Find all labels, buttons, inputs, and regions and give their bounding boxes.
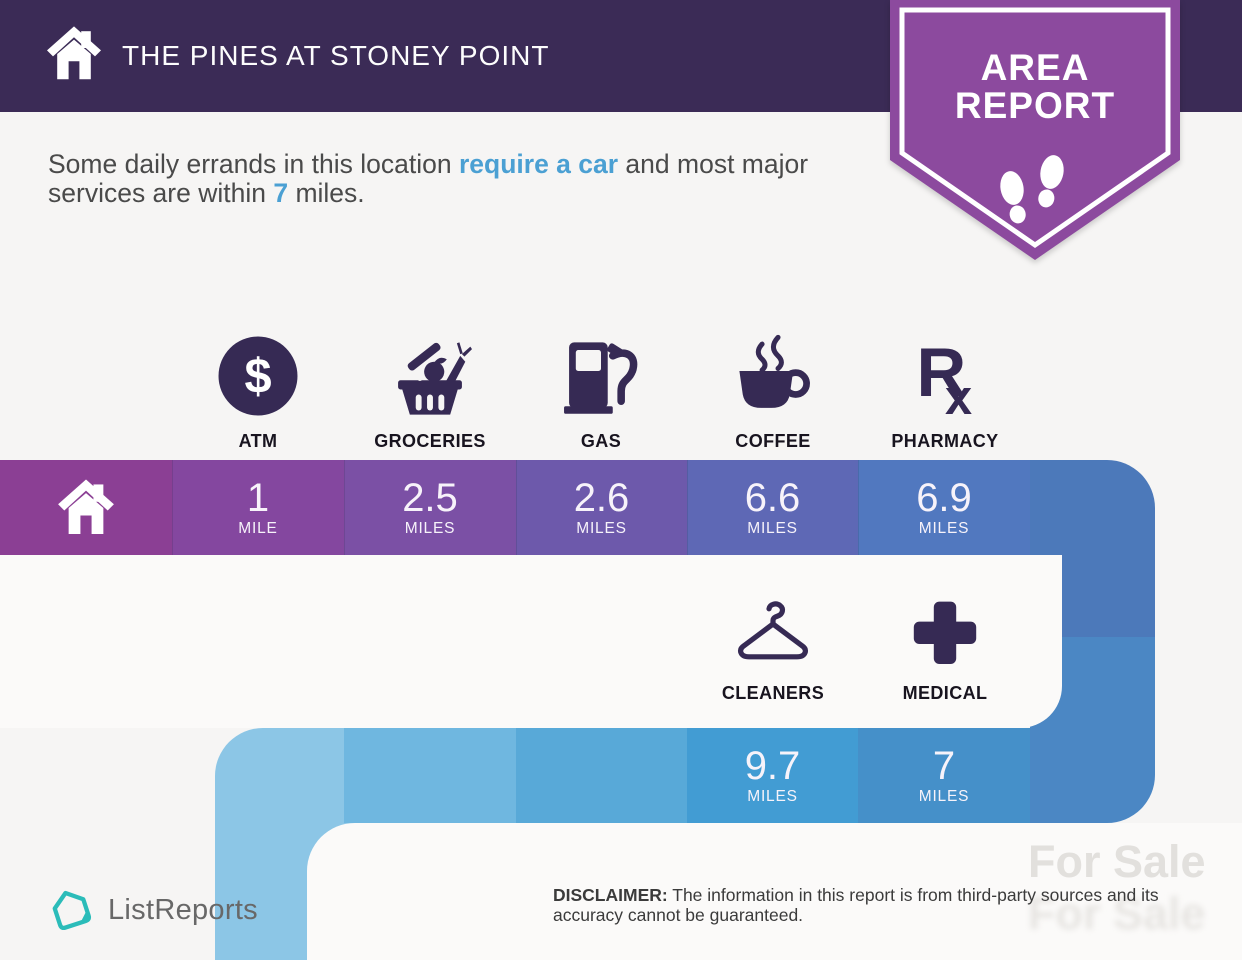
bar-segment-atm: 1 MILE [172,460,344,555]
distance-unit: MILE [238,520,278,537]
disclaimer-text: The information in this report is from t… [553,885,1159,925]
bar-segment-coffee: 6.6 MILES [687,460,858,555]
service-groceries: GROCERIES [344,334,516,452]
bar-segment-cleaners: 9.7 MILES [687,728,858,823]
service-label: GAS [580,431,622,451]
ribbon-line2: REPORT [955,85,1115,126]
distance-unit: MILES [918,520,970,537]
service-label: MEDICAL [902,683,988,703]
bar-segment-medical: 7 MILES [858,728,1030,823]
basket-icon [398,342,472,415]
intro-part2: and most major services are within [48,149,809,208]
service-label: PHARMACY [891,431,999,451]
service-label: CLEANERS [721,683,825,703]
bar-segment-pharmacy: 6.9 MILES [858,460,1030,555]
ribbon-line1: AREA [981,47,1090,88]
brand-name: ListReports [108,893,258,926]
bar-segment-blank-a [215,728,344,823]
listreports-house-icon [52,890,92,931]
hanger-icon [738,601,808,660]
distance-value: 6.6 [744,476,801,520]
rx-icon: R x [916,334,972,418]
distance-value: 2.5 [402,476,458,520]
cross-icon [913,601,977,664]
distance-unit: MILES [576,520,627,537]
distance-value: 1 [246,476,270,520]
bar-segment-gas: 2.6 MILES [516,460,687,555]
fuel-pump-icon [564,342,638,414]
disclaimer: DISCLAIMER: The information in this repo… [553,885,1198,925]
area-report-ribbon: AREA REPORT [890,0,1180,260]
cleaners-medical-card [0,555,1062,728]
service-medical: MEDICAL [855,592,1035,704]
service-label: ATM [238,431,278,451]
distance-unit: MILES [747,520,798,537]
house-icon [47,26,101,80]
page-title: THE PINES AT STONEY POINT [122,40,550,71]
service-cleaners: CLEANERS [683,592,863,704]
dollar-circle-icon: $ [218,336,298,416]
disclaimer-label: DISCLAIMER: [553,885,668,905]
ribbon-border [899,7,1171,249]
intro-highlight-miles: 7 [273,177,289,208]
intro-highlight-car: require a car [458,149,619,179]
bar-segment-blank-c [516,728,687,823]
intro-text: Some daily errands in this location requ… [48,150,858,207]
service-label: COFFEE [735,431,811,451]
house-icon [58,478,114,534]
watermark-line1: For Sale [1028,836,1206,887]
distance-value: 2.6 [573,476,630,520]
bar-segment-blank-b [344,728,516,823]
bar-home-segment [0,460,172,555]
svg-text:$: $ [244,350,271,404]
service-coffee: COFFEE [687,334,859,452]
bar-segment-groceries: 2.5 MILES [344,460,516,555]
footer-card [307,823,1242,960]
service-label: GROCERIES [374,431,486,451]
service-pharmacy: R x PHARMACY [859,334,1031,452]
distance-value: 9.7 [744,744,801,788]
service-atm: $ ATM [172,334,344,452]
svg-text:R: R [916,334,966,411]
distance-value: 7 [932,744,956,788]
intro-part1: Some daily errands in this location [48,149,459,179]
intro-part3: miles. [288,177,365,208]
listreports-logo: ListReports [46,884,258,936]
distance-unit: MILES [404,520,456,537]
svg-text:x: x [945,371,972,418]
ribbon-shape [890,0,1180,260]
service-gas: GAS [515,334,687,452]
watermark-line2: For Sale [1028,888,1206,939]
distance-value: 6.9 [916,476,972,520]
coffee-cup-icon [739,334,810,408]
distance-unit: MILES [747,788,798,805]
watermark: For Sale For Sale [1028,836,1242,940]
footprints-icon [1000,155,1064,224]
distance-unit: MILES [918,788,970,805]
